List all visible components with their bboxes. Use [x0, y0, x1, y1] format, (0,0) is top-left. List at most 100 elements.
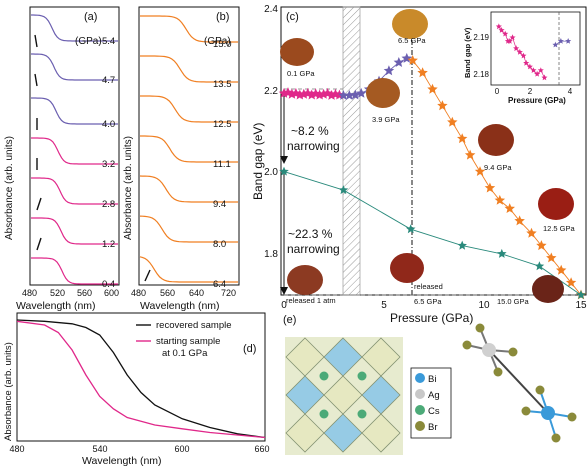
- element-legend-dot: [415, 405, 425, 415]
- panel-c-ytick: 2.4: [264, 4, 278, 15]
- cs-atom: [319, 409, 329, 419]
- photo-label: 6.5 GPa: [398, 36, 426, 45]
- band-gap-point: [494, 194, 506, 205]
- panel-d-xticks: 480 540 600 660: [9, 444, 269, 454]
- absorbance-curve-b: [140, 15, 238, 43]
- absorbance-curve-a: [31, 177, 118, 205]
- pressure-label-b: 12.5: [213, 119, 232, 130]
- band-gap-point: [565, 277, 577, 288]
- pressure-label-b: 11.1: [213, 159, 231, 170]
- panel-c-label: (c): [286, 11, 299, 23]
- panel-d-xlabel: Wavelength (nm): [82, 455, 162, 466]
- narrowing-arrowhead-1: [280, 156, 288, 164]
- pressure-label-a: 1.2: [102, 239, 115, 250]
- panel-c-xtick: 5: [381, 300, 387, 311]
- pressure-label-a: 4.7: [102, 75, 115, 86]
- panel-c-yticks: 1.8 2.0 2.2 2.4: [264, 4, 278, 260]
- panel-d-xtick: 660: [254, 444, 269, 454]
- element-legend-label: Ag: [428, 390, 440, 401]
- narrowing-label-2a: ~22.3 %: [288, 227, 333, 241]
- photo-label: 0.1 GPa: [287, 69, 315, 78]
- absorbance-curve-a: [31, 257, 118, 285]
- band-gap-point: [536, 240, 547, 251]
- inset-point: [534, 70, 541, 77]
- panel-c: 0.1 GPa 3.9 GPa 6.5 GPa 9.4 GPa 12.5 GPa…: [251, 4, 587, 325]
- inset-xticks: 0 2 4: [495, 87, 573, 96]
- panel-b-xlabel: Wavelength (nm): [140, 300, 220, 312]
- photo-label: released 1 atm: [286, 296, 336, 305]
- inset-ytick: 2.18: [473, 70, 489, 79]
- panel-a-xtick: 520: [50, 288, 65, 298]
- panel-c-xlabel: Pressure (GPa): [390, 311, 473, 325]
- sample-photo: [532, 275, 564, 303]
- panel-a: 5.4 4.7 4.0 3.2 2.8 1.2 0.4 (a) (GPa) 480 520 …: [4, 6, 120, 312]
- element-legend-dot: [415, 389, 425, 399]
- cs-atom: [357, 371, 367, 381]
- inset-point: [526, 63, 533, 70]
- band-gap-point: [407, 55, 418, 65]
- absorbance-curve-b: [140, 95, 238, 123]
- bi-atom: [541, 406, 555, 420]
- panel-d-ylabel: Absorbance (arb. units): [3, 342, 14, 441]
- absorbance-curve-b: [140, 55, 238, 83]
- photo-label: released: [414, 282, 443, 291]
- br-atom: [475, 323, 485, 333]
- band-gap-point: [427, 83, 438, 94]
- pressure-label-b: 8.0: [213, 239, 226, 250]
- band-gap-point: [447, 116, 458, 127]
- panel-c-ytick: 2.0: [264, 167, 278, 178]
- br-atom: [551, 433, 561, 443]
- panel-c-xtick: 0: [281, 300, 287, 311]
- inset-point: [565, 38, 572, 44]
- shift-arrow-a: [36, 197, 42, 211]
- narrowing-arrowhead-2: [280, 287, 288, 295]
- absorbance-curve-b: [139, 175, 238, 203]
- br-atom: [567, 412, 577, 422]
- panel-c-xtick: 10: [478, 300, 490, 311]
- element-legend-dot: [415, 421, 425, 431]
- narrowing-label-1b: narrowing: [287, 139, 340, 153]
- element-legend: Bi Ag Cs Br: [410, 367, 452, 439]
- photo-label: 9.4 GPa: [484, 163, 512, 172]
- narrowing-label-2b: narrowing: [287, 242, 340, 256]
- sample-photo: [366, 78, 400, 108]
- pressure-label-a: 0.4: [102, 279, 115, 290]
- element-legend-label: Bi: [428, 374, 436, 385]
- absorbance-curve-b: [139, 215, 238, 243]
- cs-atom: [357, 409, 367, 419]
- inset-xtick: 2: [528, 87, 533, 96]
- panel-c-ytick: 1.8: [264, 249, 278, 260]
- pressure-label-a: 4.0: [102, 119, 115, 130]
- absorbance-curve-b: [139, 256, 238, 283]
- band-gap-point: [556, 264, 567, 275]
- legend-starting-pressure: at 0.1 GPa: [162, 348, 208, 359]
- inset-point: [495, 23, 502, 30]
- pressure-label-a: 3.2: [102, 159, 115, 170]
- cs-atom: [319, 371, 329, 381]
- absorbance-curve-a: [31, 137, 118, 165]
- inset-point: [509, 34, 516, 41]
- panel-d-xtick: 540: [92, 444, 107, 454]
- pressure-label-b: 13.5: [213, 79, 232, 90]
- band-gap-point: [338, 90, 349, 100]
- inset-point: [520, 52, 527, 59]
- inset-xlabel: Pressure (GPa): [508, 96, 566, 105]
- inset-xtick: 4: [568, 87, 573, 96]
- sample-photo: [478, 124, 514, 156]
- band-gap-point: [514, 215, 525, 226]
- panel-b-xtick: 640: [189, 288, 204, 298]
- panel-e-label: (e): [283, 314, 296, 326]
- crystal-structure: [285, 337, 403, 455]
- bond-model: [462, 323, 577, 443]
- panel-d-xtick: 600: [174, 444, 189, 454]
- inset-point: [516, 48, 523, 55]
- panel-c-xticks: 0 5 10 15: [281, 300, 587, 311]
- panel-a-xtick: 600: [104, 288, 119, 298]
- legend-recovered: recovered sample: [156, 320, 232, 331]
- panel-e: (e) Bi Ag Cs Br: [283, 314, 577, 455]
- inset-point: [530, 67, 537, 73]
- inset-point: [557, 38, 564, 44]
- band-gap-point: [417, 67, 428, 78]
- inset-point: [506, 38, 513, 44]
